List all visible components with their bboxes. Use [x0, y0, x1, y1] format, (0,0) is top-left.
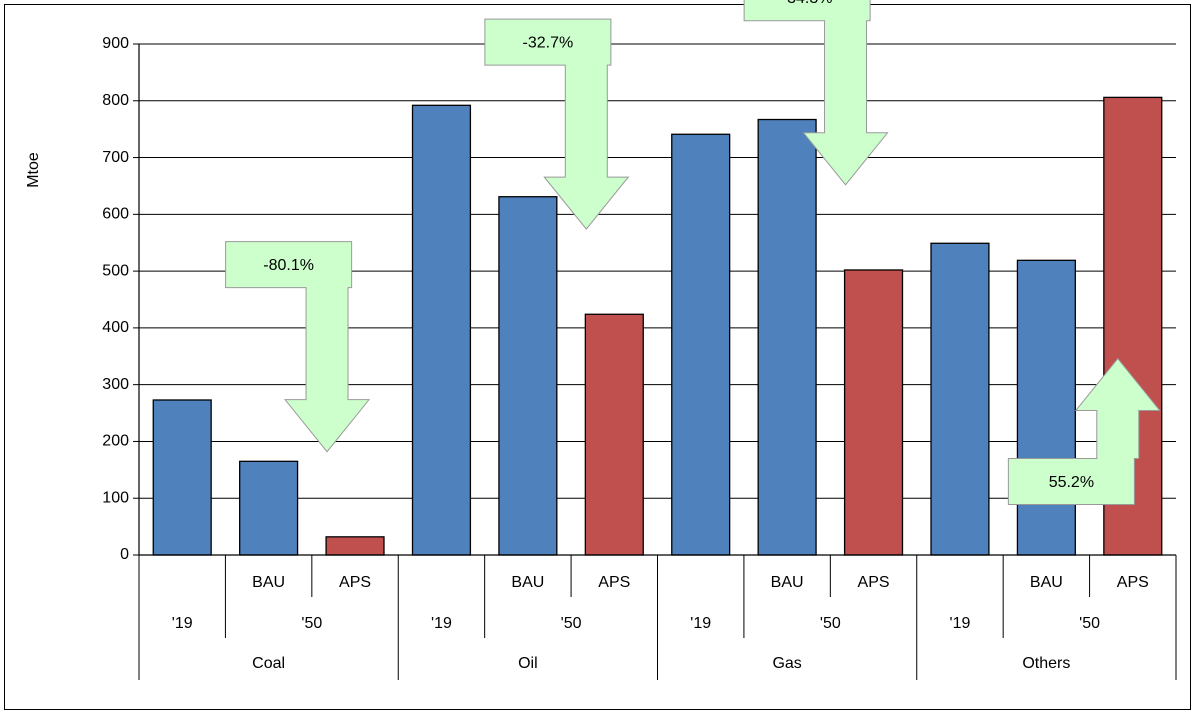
y-tick-label: 800 [102, 92, 129, 109]
change-arrow-others [1007, 357, 1161, 506]
change-label-others: 55.2% [1049, 474, 1094, 491]
scenario-label: APS [1117, 574, 1149, 591]
change-arrow-coal [225, 241, 371, 453]
bar-oil-aps [584, 313, 644, 556]
bar-others-19 [930, 242, 990, 556]
group-label: Oil [518, 655, 538, 672]
change-annotations: -80.1% -32.7% -34.3% 55.2% [225, 0, 1161, 506]
bar-coal-bau [239, 460, 299, 556]
year-label: '50 [820, 615, 841, 632]
change-label-gas: -34.3% [782, 0, 833, 7]
scenario-label: APS [339, 574, 371, 591]
bar-oil-bau [498, 196, 558, 556]
year-label: '19 [431, 615, 452, 632]
year-label: '50 [1079, 615, 1100, 632]
change-arrow-gas [743, 0, 889, 186]
y-tick-label: 700 [102, 149, 129, 166]
change-arrow-oil [484, 18, 630, 230]
group-label: Gas [772, 655, 801, 672]
bar-oil-19 [411, 104, 472, 556]
group-label: Coal [252, 655, 285, 672]
y-tick-label: 100 [102, 489, 129, 506]
scenario-label: BAU [252, 574, 285, 591]
year-label: '50 [301, 615, 322, 632]
bar-others-bau [1016, 259, 1076, 556]
bar-coal-19 [152, 399, 212, 556]
y-tick-label: 0 [120, 546, 129, 563]
year-label: '19 [172, 615, 193, 632]
bar-coal-aps [325, 536, 385, 556]
group-label: Others [1022, 655, 1070, 672]
y-axis-label: Mtoe [25, 152, 42, 188]
bar-gas-bau [757, 118, 817, 556]
bar-gas-19 [671, 133, 731, 556]
y-tick-label: 400 [102, 319, 129, 336]
y-tick-label: 200 [102, 433, 129, 450]
gridlines [139, 43, 1176, 499]
y-tick-label: 900 [102, 35, 129, 52]
scenario-label: APS [858, 574, 890, 591]
bars [152, 96, 1163, 556]
y-tick-label: 600 [102, 206, 129, 223]
y-tick-label: 300 [102, 376, 129, 393]
bar-gas-aps [843, 269, 904, 556]
change-label-coal: -80.1% [263, 257, 314, 274]
scenario-label: APS [598, 574, 630, 591]
year-label: '19 [950, 615, 971, 632]
scenario-label: BAU [771, 574, 804, 591]
change-label-oil: -32.7% [523, 34, 574, 51]
scenario-label: BAU [1030, 574, 1063, 591]
y-tick-label: 500 [102, 262, 129, 279]
category-axis: BAU APS '19 '50 Coal BAU APS '19 '50 Oil BAU APS '19… [138, 555, 1177, 680]
year-label: '50 [561, 615, 582, 632]
year-label: '19 [690, 615, 711, 632]
scenario-label: BAU [511, 574, 544, 591]
